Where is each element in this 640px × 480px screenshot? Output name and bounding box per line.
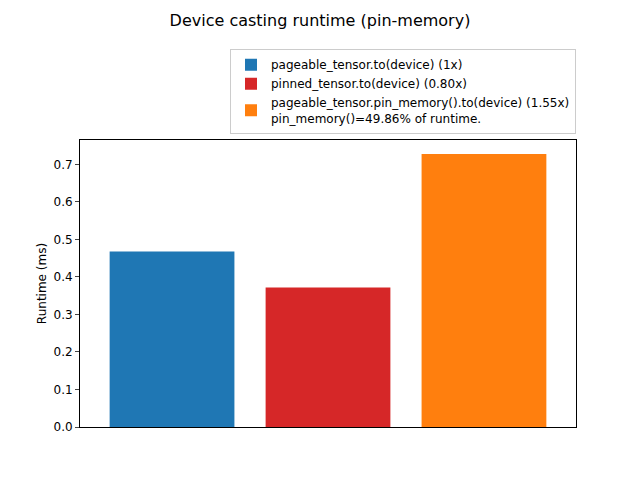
svg-text:0.1: 0.1 xyxy=(54,383,73,397)
svg-text:pinned_tensor.to(device) (0.80: pinned_tensor.to(device) (0.80x) xyxy=(271,77,467,91)
svg-text:0.6: 0.6 xyxy=(54,195,73,209)
svg-text:0.3: 0.3 xyxy=(54,308,73,322)
svg-text:0.2: 0.2 xyxy=(54,345,73,359)
svg-text:0.4: 0.4 xyxy=(54,270,73,284)
svg-text:Device casting runtime (pin-me: Device casting runtime (pin-memory) xyxy=(170,11,471,30)
svg-text:0.0: 0.0 xyxy=(54,420,73,434)
svg-text:Runtime (ms): Runtime (ms) xyxy=(35,243,49,324)
svg-text:pageable_tensor.to(device) (1x: pageable_tensor.to(device) (1x) xyxy=(271,58,462,72)
svg-text:0.7: 0.7 xyxy=(54,158,73,172)
svg-text:0.5: 0.5 xyxy=(54,233,73,247)
svg-text:pageable_tensor.pin_memory().t: pageable_tensor.pin_memory().to(device) … xyxy=(271,96,569,126)
